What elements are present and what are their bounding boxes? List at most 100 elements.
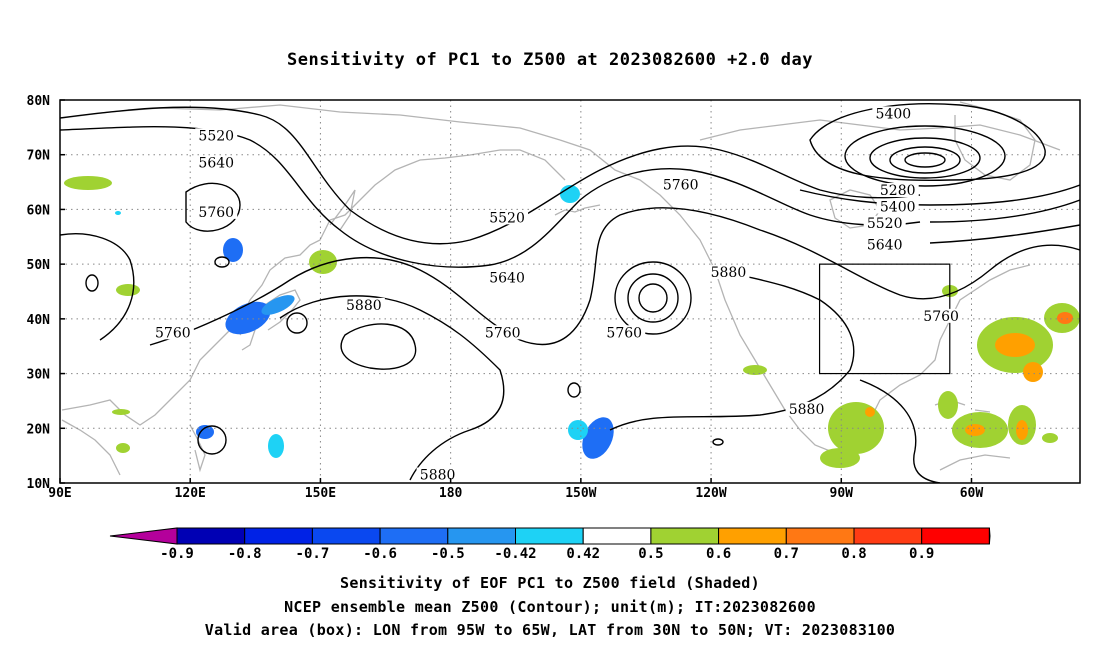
contour-cell: [214, 256, 230, 268]
contour-label-bg: [785, 401, 828, 416]
contour-5880-cell: [340, 323, 417, 370]
shade-strong: [1057, 312, 1073, 324]
lat-tick-label: 60N: [27, 203, 51, 218]
contour-label-bg: [481, 325, 524, 340]
contour-label: 5880: [711, 265, 747, 281]
coastline-indochina: [61, 419, 121, 476]
colorbar-segment: [921, 527, 990, 545]
shade-negative: [225, 301, 271, 335]
contour-cell: [712, 438, 724, 446]
contour-label-bg: [876, 183, 919, 198]
lon-tick-label: 150W: [565, 486, 596, 501]
shade-strong: [965, 424, 985, 436]
shade-strong: [995, 333, 1035, 357]
coastline-philippines: [189, 424, 206, 473]
contour-5880-low: [614, 261, 692, 335]
lon-tick-label: 180: [439, 486, 463, 501]
contour-5520-outer: [929, 199, 1080, 223]
contour-label-bg: [863, 215, 906, 230]
contour-label-bg: [920, 308, 963, 323]
contour-5760-low: [627, 273, 679, 323]
contour-label-bg: [876, 199, 919, 214]
contour-label: 5760: [663, 178, 699, 194]
coastline-asia: [61, 149, 566, 426]
contour-label-bg: [486, 210, 529, 225]
contour-label: 5880: [420, 468, 456, 484]
colorbar-segment: [379, 527, 449, 545]
map-frame: [59, 99, 1081, 484]
colorbar-segment: [718, 527, 787, 545]
contour-label: 5880: [789, 402, 825, 418]
contour-label-bg: [486, 270, 529, 285]
colorbar-segment: [650, 527, 720, 545]
shade-positive: [112, 409, 130, 415]
contour-low: [844, 125, 1006, 187]
shade-positive: [309, 250, 337, 274]
contour-5400-outer: [799, 184, 1080, 206]
contour-low-inner: [638, 283, 668, 313]
shade-strong: [1016, 420, 1028, 440]
shade-strong: [865, 407, 875, 417]
contour-label: 5640: [198, 156, 234, 172]
contour-label: 5760: [198, 205, 234, 221]
colorbar-label: 0.42: [566, 546, 600, 562]
map-plot-area: 5520 5640 5760 5760 5880 5520 5640 5760 5760 5880…: [60, 100, 1080, 484]
lat-tick-label: 80N: [27, 94, 51, 109]
contour-label: 5760: [923, 309, 959, 325]
colorbar-segment: [176, 527, 246, 545]
map-title: Sensitivity of PC1 to Z500 at 2023082600…: [286, 50, 813, 70]
contour-low: [889, 146, 961, 174]
coastline-kamchatka: [329, 189, 356, 231]
contour-low: [869, 137, 981, 179]
shade-positive: [116, 284, 140, 296]
caption-valid-area: Valid area (box): LON from 95W to 65W, L…: [204, 621, 896, 639]
lat-tick-label: 20N: [27, 422, 51, 437]
lon-tick-label: 90E: [48, 486, 71, 501]
shade-negative: [560, 185, 580, 203]
lat-tick-label: 30N: [27, 368, 51, 383]
contour-label: 5760: [155, 325, 191, 341]
colorbar-segment: [853, 527, 923, 545]
contour-5640-outer: [929, 224, 1080, 244]
contour-label: 5760: [485, 325, 521, 341]
contour-label-bg: [195, 204, 238, 219]
contour-cell: [567, 382, 581, 398]
colorbar-segment: [785, 527, 855, 545]
shade-negative: [268, 434, 284, 458]
lon-tick-label: 90W: [830, 486, 854, 501]
contour-labels: 5520 5640 5760 5760 5880 5520 5640 5760 5760 5880…: [151, 106, 963, 484]
contour-5880-east: [609, 274, 855, 431]
colorbar-segment: [311, 527, 381, 545]
colorbar-label: -0.42: [494, 546, 536, 562]
gridlines: [60, 100, 1080, 483]
contour-label: 5400: [876, 106, 912, 122]
contour-cell: [286, 312, 308, 334]
lat-tick-label: 70N: [27, 149, 51, 164]
coastline-canada: [699, 119, 1061, 151]
colorbar-min-triangle: [109, 527, 178, 545]
shade-negative: [115, 211, 121, 215]
colorbar-segment: [582, 527, 652, 545]
colorbar-label: 0.5: [638, 546, 663, 562]
shade-positive: [64, 176, 112, 190]
contour-label-bg: [195, 155, 238, 170]
colorbar-segment: [515, 527, 584, 545]
shade-negative: [582, 417, 614, 459]
colorbar-label: -0.9: [160, 546, 194, 562]
contour-cell: [197, 425, 227, 455]
contour-label: 5520: [867, 216, 903, 232]
shade-negative: [223, 238, 243, 262]
lon-tick-label: 150E: [305, 486, 336, 501]
coastline-siberia: [61, 104, 561, 141]
shade-positive: [938, 391, 958, 419]
contour-5760-west: [60, 233, 135, 341]
contour-5760-cell: [185, 182, 241, 232]
contour-5400: [809, 103, 1046, 181]
shade-negative: [261, 295, 295, 315]
lon-tick-label: 120E: [175, 486, 206, 501]
contour-label: 5280: [880, 183, 916, 199]
contour-label: 5880: [346, 298, 382, 314]
contour-5640: [60, 126, 921, 268]
shade-positive: [1023, 362, 1043, 382]
contour-5880-ridge: [279, 295, 505, 481]
